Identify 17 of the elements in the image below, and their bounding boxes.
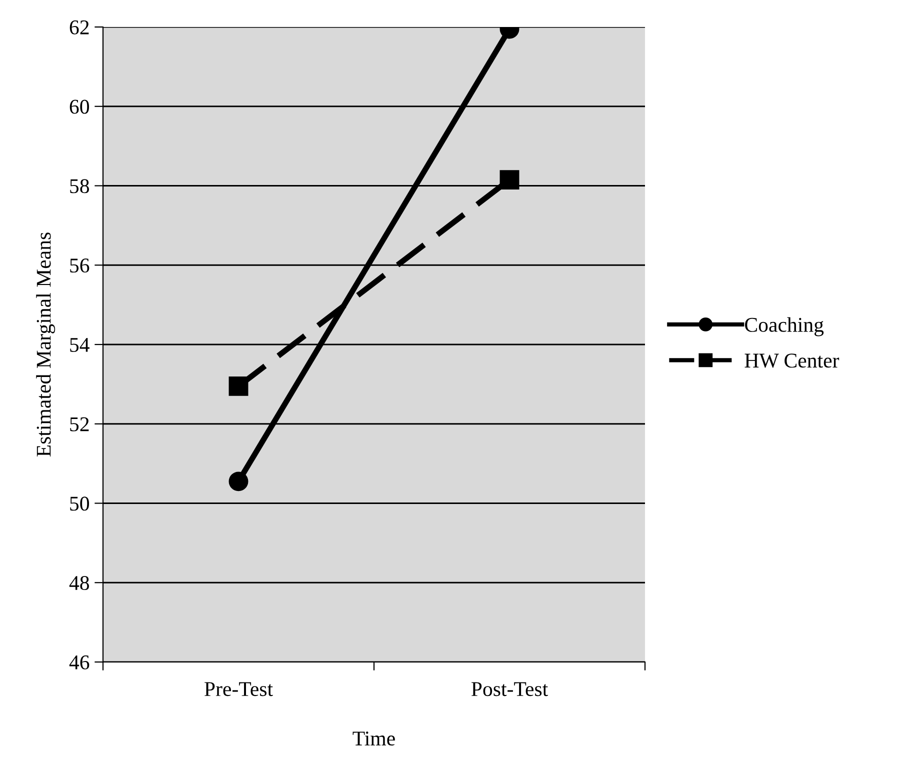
x-tick-label: Post-Test <box>471 682 548 696</box>
x-axis-title: Time <box>352 732 395 746</box>
y-tick-label: 62 <box>70 20 89 34</box>
y-tick-label: 46 <box>69 655 90 670</box>
y-tick-label: 60 <box>70 100 90 114</box>
y-tick-label: 50 <box>70 496 90 511</box>
x-tick-label: Pre-Test <box>204 682 273 696</box>
y-tick-label: 56 <box>70 258 90 273</box>
y-axis-title: Estimated Marginal Means <box>36 232 56 457</box>
y-tick-label: 54 <box>70 338 90 352</box>
legend-label: HW Center <box>744 354 840 368</box>
legend-label: Coaching <box>745 317 824 336</box>
y-tick-label: 48 <box>69 576 90 590</box>
point <box>228 472 248 492</box>
y-tick-label: 58 <box>70 179 90 194</box>
y-tick-label: 52 <box>70 417 89 432</box>
point <box>228 376 248 396</box>
